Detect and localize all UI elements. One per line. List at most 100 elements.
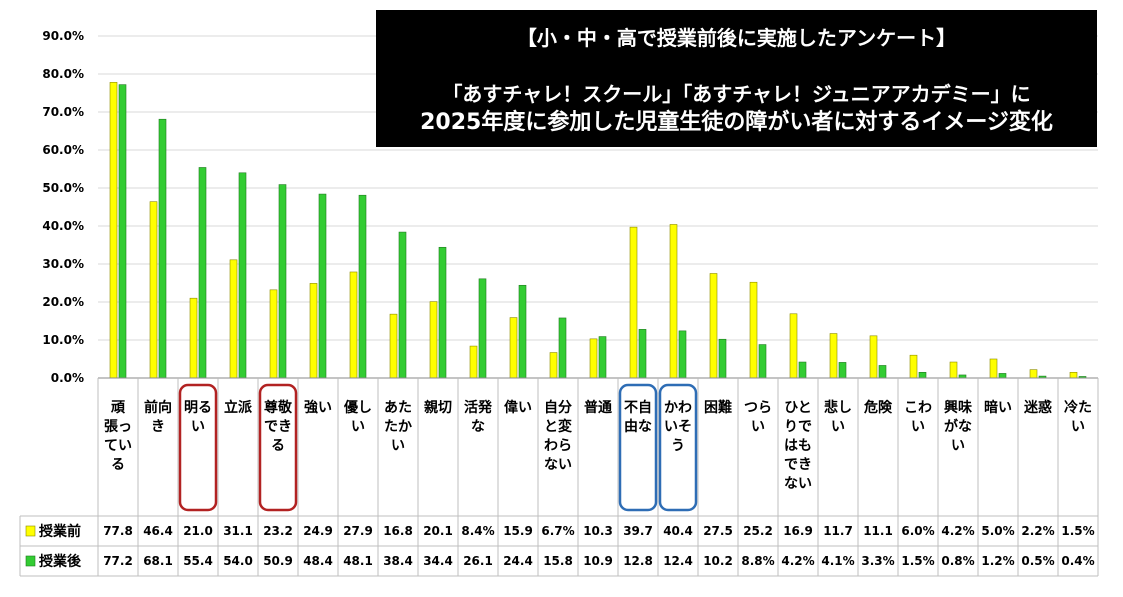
data-label: 11.7 (823, 524, 853, 538)
data-label: 15.9 (503, 524, 533, 538)
category-label: 強い (304, 399, 332, 416)
bar-after (238, 172, 247, 379)
y-tick-label: 40.0% (42, 219, 84, 233)
data-label: 34.4 (423, 554, 453, 568)
data-label: 24.4 (503, 554, 533, 568)
data-label: 25.2 (743, 524, 773, 538)
category-label: 親切 (424, 399, 452, 416)
data-label: 0.4% (1061, 554, 1094, 568)
data-label: 10.2 (703, 554, 733, 568)
data-label: 6.0% (901, 524, 934, 538)
data-label: 48.4 (303, 554, 333, 568)
bar-before (789, 313, 798, 379)
data-label: 21.0 (183, 524, 213, 538)
bar-after (918, 371, 927, 379)
category-label: こわい (904, 400, 932, 435)
bar-before (1029, 369, 1038, 379)
category-label: かわいそう (664, 400, 692, 454)
bar-after (638, 329, 647, 379)
category-label: 尊敬できる (264, 399, 293, 454)
data-label: 15.8 (543, 554, 573, 568)
bar-before (109, 82, 118, 379)
category-label: 困難 (704, 399, 732, 416)
data-label: 6.7% (541, 524, 574, 538)
category-label: 前向き (144, 399, 172, 435)
data-label: 46.4 (143, 524, 173, 538)
data-label: 0.5% (1021, 554, 1054, 568)
category-label: 明るい (184, 400, 212, 435)
bar-before (149, 201, 158, 379)
chart-title-line-2: 「あすチャレ！スクール」「あすチャレ！ジュニアアカデミー」に (442, 82, 1031, 106)
legend-label: 授業前 (39, 523, 81, 540)
bar-before (389, 313, 398, 379)
bar-before (669, 224, 678, 379)
data-label: 5.0% (981, 524, 1014, 538)
bar-before (709, 273, 718, 379)
data-label: 8.8% (741, 554, 774, 568)
data-label: 20.1 (423, 524, 453, 538)
category-label: あたたかい (384, 400, 412, 454)
y-tick-label: 70.0% (42, 105, 84, 119)
data-label: 77.2 (103, 554, 133, 568)
bar-before (429, 301, 438, 379)
data-label: 77.8 (103, 524, 133, 538)
bar-before (749, 281, 758, 379)
data-label: 39.7 (623, 524, 653, 538)
highlight-box (618, 383, 658, 512)
bar-after (198, 167, 207, 379)
y-tick-label: 30.0% (42, 257, 84, 271)
category-label: 迷惑 (1023, 399, 1052, 416)
bar-after (318, 193, 327, 379)
category-label: 頑張っている (104, 400, 132, 473)
data-label: 54.0 (223, 554, 253, 568)
data-label: 0.8% (941, 554, 974, 568)
bar-after (278, 184, 287, 379)
bar-after (598, 336, 607, 379)
bar-before (1069, 371, 1078, 379)
highlight-box (658, 383, 698, 512)
bar-before (189, 297, 198, 379)
bar-before (829, 333, 838, 379)
category-label: 暗い (984, 399, 1012, 416)
data-label: 27.9 (343, 524, 373, 538)
bar-after (798, 361, 807, 379)
bar-before (589, 338, 598, 379)
category-label: 興味がない (944, 400, 972, 454)
legend-swatch (25, 555, 36, 567)
data-label: 40.4 (663, 524, 693, 538)
data-label: 55.4 (183, 554, 213, 568)
bar-after (678, 330, 687, 379)
data-label: 50.9 (263, 554, 293, 568)
data-label: 1.2% (981, 554, 1014, 568)
bar-after (358, 194, 367, 379)
bar-before (309, 283, 318, 379)
data-label: 1.5% (901, 554, 934, 568)
category-label: 不自由な (624, 399, 652, 435)
y-tick-label: 50.0% (42, 181, 84, 195)
bar-after (558, 317, 567, 379)
data-label: 16.9 (783, 524, 813, 538)
data-label: 10.3 (583, 524, 613, 538)
data-label: 31.1 (223, 524, 253, 538)
bar-after (438, 246, 447, 379)
data-label: 4.2% (781, 554, 814, 568)
category-label: 偉い (504, 399, 532, 416)
bar-before (869, 335, 878, 379)
bar-after (998, 373, 1007, 379)
bar-before (949, 361, 958, 379)
category-label: 普通 (584, 399, 612, 416)
data-label: 4.1% (821, 554, 854, 568)
data-label: 4.2% (941, 524, 974, 538)
bar-after (718, 338, 727, 379)
highlight-box (258, 383, 298, 512)
category-label: 危険 (863, 399, 893, 416)
category-label: 自分と変わらない (544, 399, 572, 473)
data-label: 11.1 (863, 524, 893, 538)
bar-before (509, 317, 518, 379)
bar-before (469, 345, 478, 379)
y-tick-label: 10.0% (42, 333, 84, 347)
bar-before (549, 352, 558, 379)
bar-after (838, 362, 847, 379)
bar-before (909, 354, 918, 379)
chart-title-line-3: 2025年度に参加した児童生徒の障がい者に対するイメージ変化 (420, 110, 1053, 135)
